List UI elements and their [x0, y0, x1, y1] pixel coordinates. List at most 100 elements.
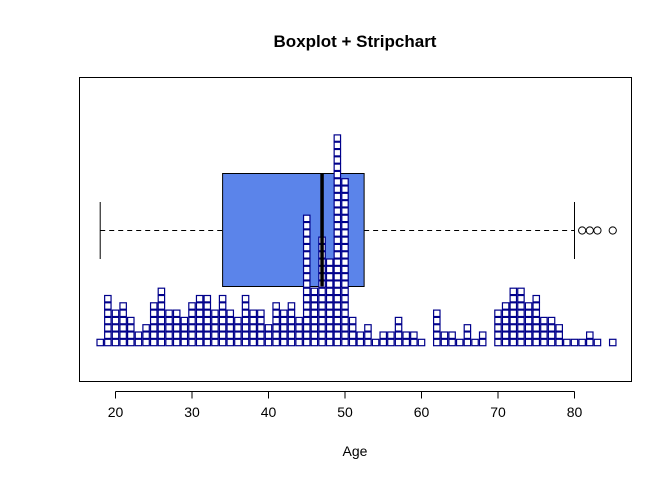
strip-point	[302, 229, 311, 237]
strip-point	[333, 294, 342, 303]
strip-point	[555, 338, 564, 347]
strip-point	[501, 338, 510, 347]
strip-point	[509, 338, 518, 347]
strip-point	[195, 302, 204, 310]
strip-point	[280, 331, 288, 340]
strip-point	[104, 324, 112, 332]
strip-point	[257, 309, 265, 318]
strip-point	[547, 331, 556, 340]
strip-point	[333, 134, 342, 142]
strip-point	[157, 316, 166, 325]
strip-point	[172, 316, 181, 325]
strip-point	[364, 324, 372, 332]
strip-point	[563, 338, 571, 347]
strip-point	[188, 338, 196, 347]
strip-point	[310, 316, 319, 325]
strip-point	[126, 331, 135, 340]
strip-point	[394, 316, 403, 325]
strip-point	[280, 309, 288, 318]
strip-point	[226, 316, 235, 325]
strip-point	[341, 192, 349, 201]
strip-point	[172, 324, 181, 332]
strip-point	[509, 331, 518, 340]
strip-point	[149, 302, 158, 310]
strip-point	[272, 316, 280, 325]
strip-point	[417, 338, 426, 347]
strip-point	[134, 331, 143, 340]
strip-point	[364, 331, 372, 340]
strip-point	[478, 331, 487, 340]
strip-point	[494, 331, 502, 340]
strip-point	[264, 338, 273, 347]
strip-point	[149, 331, 158, 340]
strip-point	[272, 309, 280, 318]
strip-point	[448, 338, 456, 347]
strip-point	[433, 309, 441, 318]
strip-point	[241, 309, 250, 318]
x-tick-label: 60	[414, 404, 430, 420]
strip-point	[547, 316, 556, 325]
strip-point	[157, 338, 166, 347]
strip-point	[517, 338, 525, 347]
strip-point	[333, 265, 342, 274]
strip-point	[203, 338, 212, 347]
plot-frame	[79, 77, 632, 382]
strip-point	[165, 338, 173, 347]
strip-point	[287, 309, 296, 318]
strip-point	[180, 324, 189, 332]
strip-point	[157, 331, 166, 340]
strip-point	[333, 236, 342, 245]
strip-point	[547, 338, 556, 347]
stripchart-points	[96, 134, 617, 347]
strip-point	[333, 214, 342, 223]
strip-point	[494, 309, 502, 318]
strip-point	[318, 287, 326, 296]
strip-point	[111, 324, 120, 332]
strip-point	[318, 331, 326, 340]
strip-point	[333, 324, 342, 332]
strip-point	[241, 338, 250, 347]
strip-point	[356, 338, 365, 347]
strip-point	[188, 316, 196, 325]
strip-point	[509, 294, 518, 303]
strip-point	[157, 294, 166, 303]
strip-point	[387, 331, 395, 340]
strip-point	[272, 324, 280, 332]
strip-point	[318, 316, 326, 325]
strip-point	[310, 302, 319, 310]
strip-point	[501, 324, 510, 332]
x-tick-label: 50	[337, 404, 353, 420]
strip-point	[218, 331, 227, 340]
strip-point	[532, 338, 541, 347]
strip-point	[341, 273, 349, 281]
strip-point	[325, 316, 334, 325]
strip-point	[379, 331, 388, 340]
strip-point	[310, 331, 319, 340]
strip-point	[218, 309, 227, 318]
strip-point	[295, 316, 303, 325]
strip-point	[234, 338, 242, 347]
strip-point	[302, 331, 311, 340]
x-tick-label: 70	[490, 404, 506, 420]
strip-point	[302, 258, 311, 267]
strip-point	[157, 287, 166, 296]
strip-point	[318, 309, 326, 318]
strip-point	[341, 309, 349, 318]
strip-point	[241, 331, 250, 340]
strip-point	[341, 178, 349, 186]
strip-point	[249, 338, 258, 347]
strip-point	[302, 324, 311, 332]
strip-point	[241, 316, 250, 325]
strip-point	[104, 338, 112, 347]
strip-point	[333, 170, 342, 179]
strip-point	[195, 294, 204, 303]
strip-point	[517, 316, 525, 325]
x-tick-label: 80	[567, 404, 583, 420]
strip-point	[325, 280, 334, 288]
strip-point	[379, 338, 388, 347]
strip-point	[341, 207, 349, 215]
strip-point	[302, 316, 311, 325]
strip-point	[111, 316, 120, 325]
strip-point	[333, 280, 342, 288]
strip-point	[272, 331, 280, 340]
